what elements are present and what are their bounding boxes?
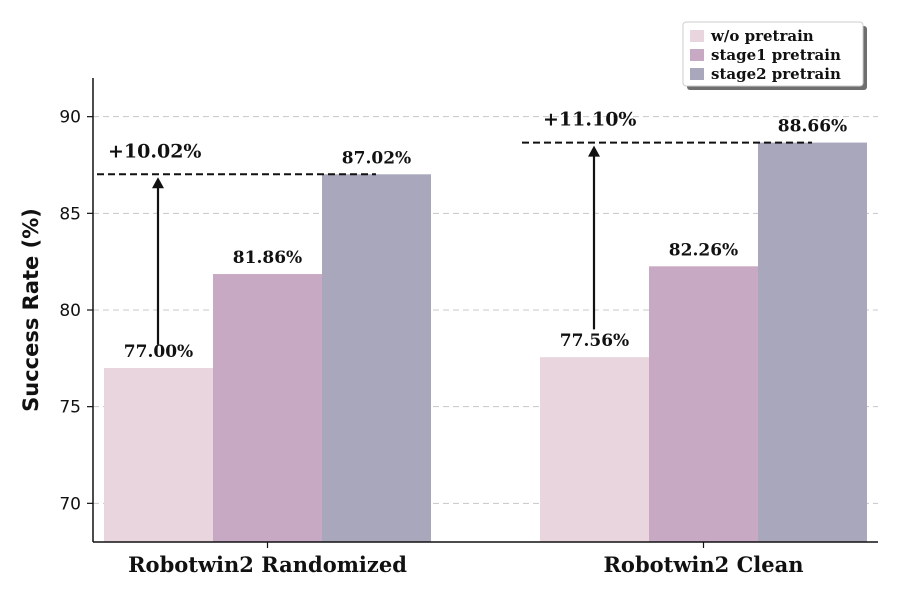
bar — [649, 266, 758, 542]
data-label: 82.26% — [669, 240, 738, 260]
x-tick-label: Robotwin2 Clean — [603, 552, 803, 577]
improvement-label: +11.10% — [543, 109, 636, 131]
legend-box — [682, 21, 864, 87]
legend-label: stage1 pretrain — [711, 46, 841, 64]
bars — [104, 142, 867, 542]
legend-label: w/o pretrain — [710, 27, 814, 45]
y-tick-label: 70 — [59, 494, 81, 514]
bar — [104, 368, 213, 542]
improvement-arrow-head — [152, 177, 164, 189]
data-label: 77.00% — [124, 342, 193, 362]
x-tick-label: Robotwin2 Randomized — [128, 552, 407, 577]
y-axis-label: Success Rate (%) — [19, 208, 43, 412]
legend-swatch — [690, 68, 704, 80]
y-tick-label: 85 — [59, 204, 81, 224]
axes: 70 75 80 85 90 Robotwin2 Randomized Robotwin2 … — [59, 78, 878, 577]
bar — [758, 142, 867, 542]
bar — [322, 174, 431, 542]
data-label: 87.02% — [342, 148, 411, 168]
data-label: 77.56% — [560, 331, 629, 351]
legend-label: stage2 pretrain — [711, 65, 841, 83]
bar — [540, 357, 649, 542]
legend-swatch — [690, 30, 704, 42]
y-tick-label: 90 — [59, 108, 81, 128]
data-label: 88.66% — [778, 117, 847, 137]
y-tick-label: 80 — [59, 301, 81, 321]
improvement-arrow-head — [588, 145, 600, 157]
data-label: 81.86% — [233, 248, 302, 268]
data-labels: 77.00% 81.86% 87.02% 77.56% 82.26% 88.66% — [124, 117, 847, 362]
improvement-label: +10.02% — [108, 140, 201, 162]
bar — [213, 274, 322, 542]
legend-swatch — [690, 49, 704, 61]
annotations: +10.02% +11.10% — [97, 109, 812, 345]
y-tick-label: 75 — [59, 398, 81, 418]
